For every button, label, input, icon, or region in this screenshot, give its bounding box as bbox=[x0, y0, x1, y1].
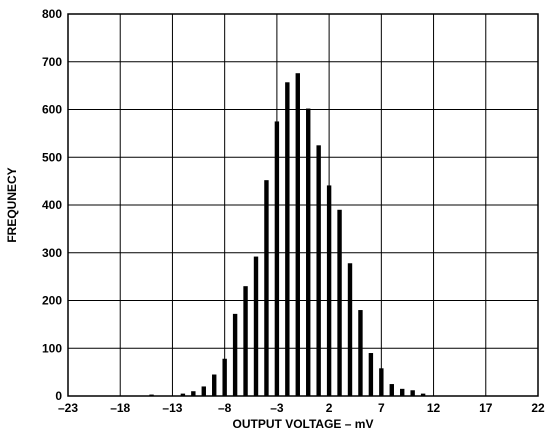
bar bbox=[243, 286, 248, 396]
y-tick-label: 800 bbox=[42, 7, 62, 21]
bar bbox=[295, 73, 300, 397]
y-tick-label: 100 bbox=[42, 341, 62, 355]
x-axis-label: OUTPUT VOLTAGE – mV bbox=[233, 417, 374, 431]
bar bbox=[326, 185, 332, 396]
bar bbox=[358, 310, 363, 396]
y-tick-label: 400 bbox=[42, 198, 62, 212]
bar bbox=[379, 368, 384, 396]
bar bbox=[222, 358, 227, 396]
bar bbox=[264, 180, 269, 396]
y-tick-label: 500 bbox=[42, 150, 62, 164]
bar bbox=[191, 391, 196, 396]
bar bbox=[420, 393, 426, 396]
bar bbox=[253, 256, 259, 396]
bar bbox=[212, 374, 217, 396]
y-axis-label: FREQUNECY bbox=[5, 167, 19, 242]
x-tick-label: –13 bbox=[162, 401, 182, 415]
x-tick-label: –3 bbox=[270, 401, 284, 415]
x-tick-label: 17 bbox=[479, 401, 493, 415]
plot-frame bbox=[67, 13, 539, 397]
y-tick-label: 300 bbox=[42, 246, 62, 260]
bar bbox=[274, 121, 280, 396]
bars bbox=[138, 73, 436, 397]
bar bbox=[389, 384, 394, 396]
bar bbox=[400, 388, 405, 396]
y-tick-labels: 0 100 200 300 400 500 600 700 800 bbox=[42, 7, 62, 403]
x-tick-label: 2 bbox=[326, 401, 333, 415]
y-tick-label: 0 bbox=[55, 389, 62, 403]
bar bbox=[201, 386, 206, 396]
x-tick-label: –23 bbox=[58, 401, 78, 415]
bar bbox=[306, 108, 311, 397]
y-tick-label: 700 bbox=[42, 55, 62, 69]
bar bbox=[368, 353, 374, 396]
y-tick-label: 600 bbox=[42, 103, 62, 117]
bar bbox=[410, 390, 415, 396]
x-tick-labels: –23 –18 –13 –8 –3 2 7 12 17 22 bbox=[58, 401, 545, 415]
bar bbox=[232, 313, 238, 396]
x-tick-label: –8 bbox=[218, 401, 232, 415]
x-tick-label: 7 bbox=[378, 401, 385, 415]
x-tick-label: 12 bbox=[427, 401, 441, 415]
grid-lines bbox=[67, 13, 539, 397]
bar bbox=[285, 82, 290, 396]
bar bbox=[347, 263, 353, 396]
x-tick-label: 22 bbox=[531, 401, 545, 415]
x-tick-label: –18 bbox=[110, 401, 130, 415]
y-tick-label: 200 bbox=[42, 294, 62, 308]
bar bbox=[316, 145, 321, 396]
bar bbox=[180, 393, 186, 396]
bar bbox=[337, 209, 342, 396]
